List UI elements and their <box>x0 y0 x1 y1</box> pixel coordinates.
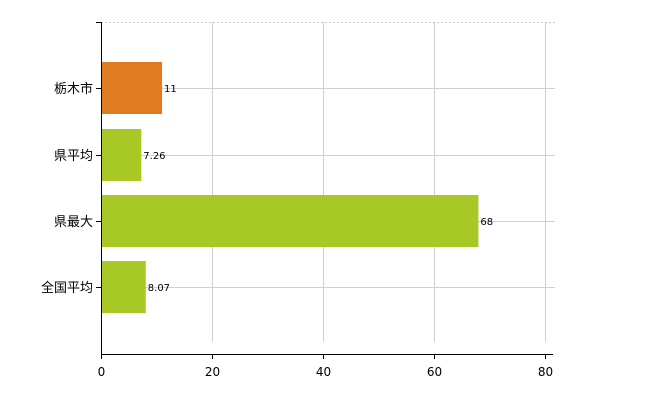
category-label: 県最大 <box>54 215 93 230</box>
x-tick-label: 0 <box>98 365 106 379</box>
x-tick-label: 80 <box>538 365 553 379</box>
bars <box>102 62 479 313</box>
labels: 0 20 40 60 80 栃木市 11 県平均 7.26 県最大 68 全国平均 8.07 <box>41 22 553 379</box>
data-label: 8.07 <box>148 283 170 294</box>
x-tick-label: 20 <box>205 365 220 379</box>
bar <box>102 129 142 181</box>
bar <box>102 195 479 247</box>
data-label: 11 <box>164 84 177 95</box>
x-tick-label: 40 <box>316 365 331 379</box>
bar <box>102 62 163 114</box>
x-tick-label: 60 <box>427 365 442 379</box>
grid-lines <box>101 22 555 342</box>
category-label: 県平均 <box>54 149 93 164</box>
data-label: 68 <box>480 217 493 228</box>
data-label: 7.26 <box>143 151 165 162</box>
bar <box>102 261 146 313</box>
category-label: 栃木市 <box>54 81 93 97</box>
category-label: 全国平均 <box>41 280 93 296</box>
axes <box>101 22 553 355</box>
